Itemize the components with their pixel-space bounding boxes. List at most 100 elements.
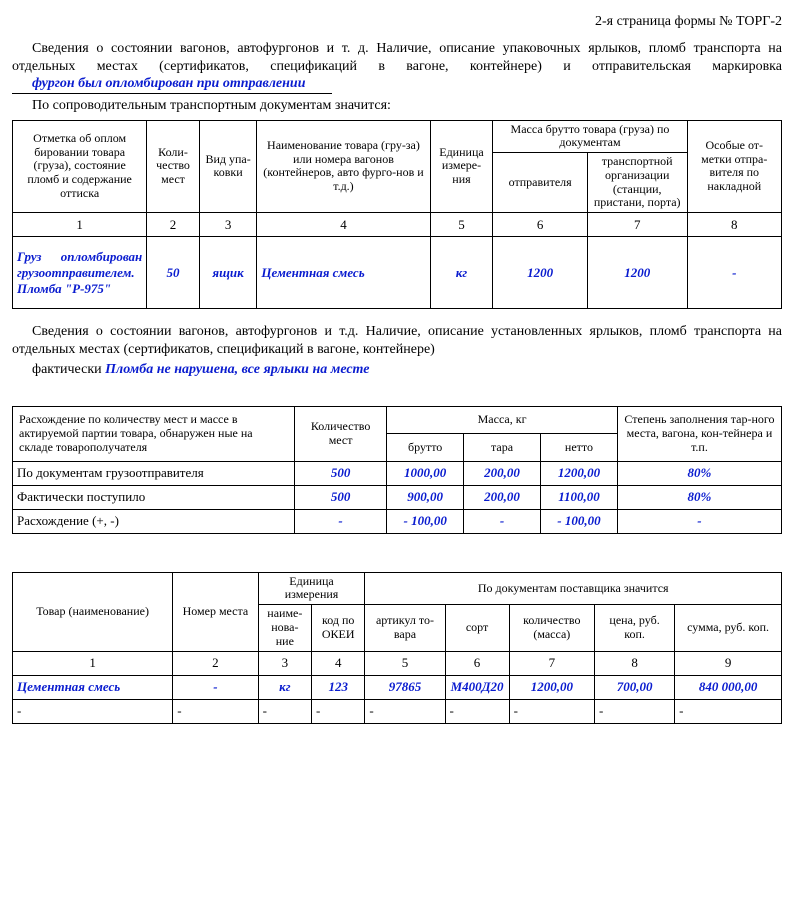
t3-e3: - — [258, 699, 311, 723]
t2-r2-label: Расхождение (+, -) — [13, 509, 295, 533]
t3-h2: Номер места — [173, 572, 258, 651]
t2-h5: нетто — [541, 434, 618, 461]
p1-filled: фургон был опломбирован при отправлении — [12, 75, 332, 94]
t3-n7: 7 — [509, 651, 594, 675]
t2-r1-n: 1100,00 — [541, 485, 618, 509]
t3-grpB: По документам поставщика значится — [365, 572, 782, 605]
table-row: Фактически поступило 500 900,00 200,00 1… — [13, 485, 782, 509]
table-row: Расхождение (+, -) - - 100,00 - - 100,00… — [13, 509, 782, 533]
p3-label: фактически — [32, 362, 105, 377]
t2-r0-n: 1200,00 — [541, 461, 618, 485]
table-supplier-docs: Товар (наименование) Номер места Единица… — [12, 572, 782, 724]
t2-r0-qty: 500 — [294, 461, 386, 485]
t3-h1: Товар (наименование) — [13, 572, 173, 651]
t2-h3: брутто — [387, 434, 464, 461]
t3-r-c3: кг — [258, 675, 311, 699]
t1-h4: Наименование товара (гру-за) или номера … — [257, 120, 430, 213]
t3-r-c4: 123 — [312, 675, 365, 699]
t3-r-c9: 840 000,00 — [675, 675, 782, 699]
t3-n8: 8 — [595, 651, 675, 675]
t3-h6: сорт — [445, 605, 509, 651]
t3-e8: - — [595, 699, 675, 723]
t3-r-c8: 700,00 — [595, 675, 675, 699]
t3-n3: 3 — [258, 651, 311, 675]
t3-h4: код по ОКЕИ — [312, 605, 365, 651]
t3-n9: 9 — [675, 651, 782, 675]
t2-r2-qty: - — [294, 509, 386, 533]
t2-r2-b: - 100,00 — [387, 509, 464, 533]
paragraph-1: Сведения о состоянии вагонов, автофургон… — [12, 40, 782, 94]
t1-h5: Единица измере-ния — [430, 120, 493, 213]
t1-h7: транспортной организации (станции, прист… — [587, 153, 687, 213]
paragraph-3-line2: фактически Пломба не нарушена, все ярлык… — [32, 362, 782, 378]
t1-n3: 3 — [199, 213, 257, 237]
t3-n4: 4 — [312, 651, 365, 675]
t2-r0-f: 80% — [617, 461, 781, 485]
t3-e9: - — [675, 699, 782, 723]
t2-h4: тара — [464, 434, 541, 461]
t2-h1: Расхождение по количеству мест и массе в… — [13, 407, 295, 461]
t3-r-c6: М400Д20 — [445, 675, 509, 699]
t3-n5: 5 — [365, 651, 445, 675]
table-transport-docs: Отметка об оплом бировании товара (груза… — [12, 120, 782, 310]
t1-n4: 4 — [257, 213, 430, 237]
t3-e6: - — [445, 699, 509, 723]
t3-e2: - — [173, 699, 258, 723]
t1-hgrp: Масса брутто товара (груза) по документа… — [493, 120, 687, 153]
t1-r-c2: 50 — [147, 237, 199, 309]
table-row: - - - - - - - - - — [13, 699, 782, 723]
t3-n2: 2 — [173, 651, 258, 675]
t3-h5: артикул то-вара — [365, 605, 445, 651]
paragraph-3: Сведения о состоянии вагонов, автофургон… — [12, 323, 782, 358]
paragraph-2: По сопроводительным транспортным докумен… — [32, 98, 782, 114]
table-row: По документам грузоотправителя 500 1000,… — [13, 461, 782, 485]
t1-n5: 5 — [430, 213, 493, 237]
t2-r0-b: 1000,00 — [387, 461, 464, 485]
t1-r-c7: 1200 — [587, 237, 687, 309]
t3-r-c2: - — [173, 675, 258, 699]
t3-h9: сумма, руб. коп. — [675, 605, 782, 651]
t2-r1-qty: 500 — [294, 485, 386, 509]
t2-r2-t: - — [464, 509, 541, 533]
t1-r-c6: 1200 — [493, 237, 587, 309]
t3-r-c1: Цементная смесь — [13, 675, 173, 699]
t2-r2-f: - — [617, 509, 781, 533]
t1-r-c3: ящик — [199, 237, 257, 309]
t2-r1-t: 200,00 — [464, 485, 541, 509]
page-header: 2-я страница формы № ТОРГ-2 — [12, 14, 782, 30]
t1-h3: Вид упа-ковки — [199, 120, 257, 213]
t1-n7: 7 — [587, 213, 687, 237]
p3-filled: Пломба не нарушена, все ярлыки на месте — [105, 362, 369, 377]
t1-n8: 8 — [687, 213, 781, 237]
t1-r-c5: кг — [430, 237, 493, 309]
t3-h7: количество (масса) — [509, 605, 594, 651]
t3-r-c5: 97865 — [365, 675, 445, 699]
table-discrepancy: Расхождение по количеству мест и массе в… — [12, 406, 782, 533]
t1-n1: 1 — [13, 213, 147, 237]
t2-r1-label: Фактически поступило — [13, 485, 295, 509]
t2-r1-b: 900,00 — [387, 485, 464, 509]
t3-r-c7: 1200,00 — [509, 675, 594, 699]
t2-r1-f: 80% — [617, 485, 781, 509]
t1-h1: Отметка об оплом бировании товара (груза… — [13, 120, 147, 213]
t1-n6: 6 — [493, 213, 587, 237]
t1-h8: Особые от-метки отпра-вителя по накладно… — [687, 120, 781, 213]
t2-r2-n: - 100,00 — [541, 509, 618, 533]
t3-e7: - — [509, 699, 594, 723]
t2-h2: Количество мест — [294, 407, 386, 461]
t2-hgrp: Масса, кг — [387, 407, 618, 434]
t1-r-c8: - — [687, 237, 781, 309]
t1-r-c1: Груз опломбирован грузоотправителем. Пло… — [13, 237, 147, 309]
t3-h3: наиме-нова-ние — [258, 605, 311, 651]
t3-e4: - — [312, 699, 365, 723]
t2-h6: Степень заполнения тар-ного места, вагон… — [617, 407, 781, 461]
t1-r-c4: Цементная смесь — [257, 237, 430, 309]
t3-e5: - — [365, 699, 445, 723]
t2-r0-t: 200,00 — [464, 461, 541, 485]
p1-text: Сведения о состоянии вагонов, автофургон… — [12, 41, 782, 74]
t3-e1: - — [13, 699, 173, 723]
t3-n6: 6 — [445, 651, 509, 675]
t3-grpA: Единица измерения — [258, 572, 365, 605]
t1-h6: отправителя — [493, 153, 587, 213]
t3-n1: 1 — [13, 651, 173, 675]
